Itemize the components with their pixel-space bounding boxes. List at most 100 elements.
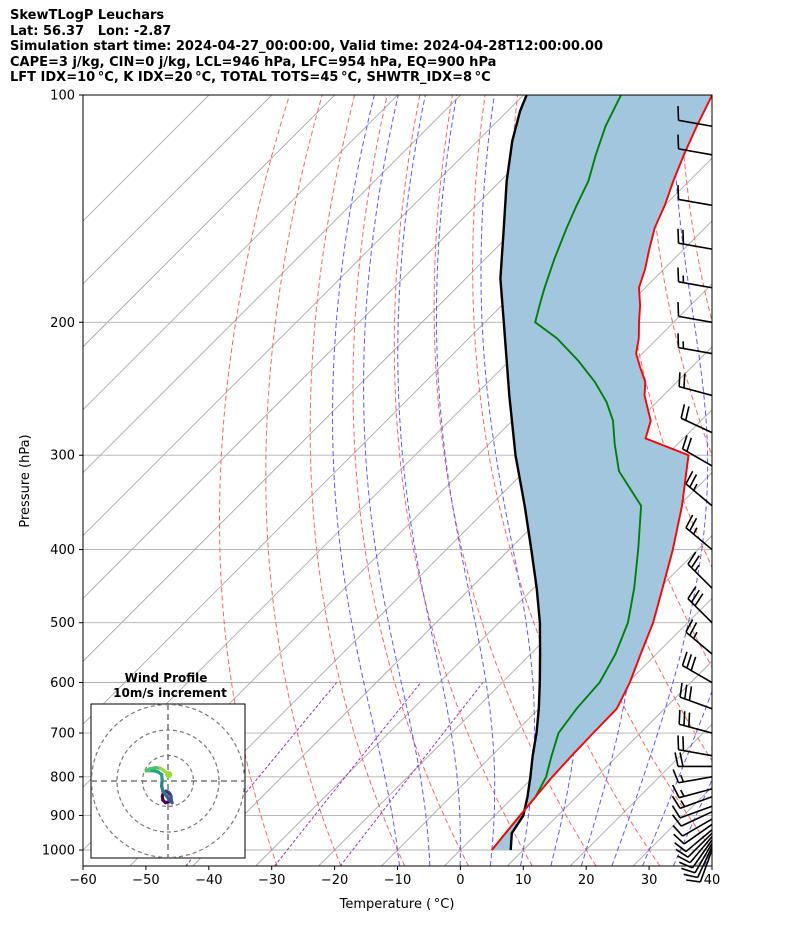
isotherm-line	[83, 95, 336, 348]
wind-barb	[680, 404, 713, 434]
wind-barb	[677, 735, 713, 757]
wind-barb	[672, 818, 713, 837]
wind-barb	[681, 651, 713, 684]
isotherm-line	[129, 283, 712, 866]
wind-barb	[677, 836, 713, 864]
wind-barb	[681, 842, 713, 874]
wind-barb	[678, 372, 713, 397]
station-coordinates: Lat: 56.37 Lon: -2.87	[10, 23, 172, 39]
y-tick-label: 300	[50, 449, 75, 464]
x-tick-label: −60	[69, 873, 96, 888]
x-tick-label: 20	[578, 873, 595, 888]
y-tick-label: 700	[50, 727, 75, 742]
dry-adiabat-line	[778, 95, 794, 866]
y-tick-label: 1000	[42, 844, 75, 859]
wind-barb	[686, 849, 713, 883]
x-tick-label: 40	[704, 873, 721, 888]
mixing-ratio-line	[274, 682, 422, 866]
chart-header: SkewTLogP Leuchars Lat: 56.37 Lon: -2.87…	[10, 8, 603, 86]
isotherm-line	[83, 95, 273, 285]
moist-adiabat-line	[703, 848, 712, 866]
chart-title: SkewTLogP Leuchars	[10, 8, 165, 23]
wind-barb	[677, 333, 713, 355]
wind-barb	[673, 823, 713, 845]
wind-barbs	[671, 106, 713, 883]
wind-barb	[677, 267, 713, 289]
skewt-plot-area	[83, 95, 794, 866]
dry-adiabat-line	[713, 95, 794, 866]
dewpoint-line	[491, 95, 643, 851]
hodograph-title: Wind Profile	[125, 671, 208, 685]
moist-adiabat-line	[436, 95, 496, 866]
isotherm-line	[381, 534, 712, 866]
wind-barb	[679, 682, 713, 710]
wind-barb	[677, 228, 713, 250]
wind-barb	[687, 586, 713, 624]
isotherm-line	[83, 95, 524, 537]
dry-adiabat-line	[265, 95, 342, 866]
axes: Temperature ( °C) Pressure (hPa) −60 −50 −…	[18, 89, 720, 913]
dry-adiabat-line	[352, 95, 469, 866]
dry-adiabat-line	[647, 95, 712, 457]
dry-adiabat-line	[679, 95, 712, 324]
moist-adiabat-line	[672, 778, 712, 866]
y-tick-label: 800	[50, 770, 75, 785]
moist-adiabat-line	[363, 95, 431, 866]
x-tick-label: −10	[384, 873, 411, 888]
wind-barb	[677, 302, 713, 324]
x-axis-label: Temperature ( °C)	[339, 897, 455, 912]
isotherm-line	[569, 723, 712, 866]
wind-barb	[674, 752, 712, 768]
wind-barb	[674, 829, 713, 853]
wind-barb	[671, 811, 713, 827]
dry-adiabat-line	[393, 95, 533, 866]
dry-adiabat-line	[219, 95, 290, 866]
wind-barb	[678, 839, 713, 869]
moist-adiabat-line	[642, 689, 712, 866]
hodograph-subtitle: 10m/s increment	[113, 686, 227, 700]
wind-barb	[685, 470, 713, 507]
y-tick-label: 900	[50, 809, 75, 824]
isotherm-line	[506, 660, 712, 866]
isotherm-line	[83, 95, 587, 600]
isotherm-line	[695, 849, 712, 866]
x-tick-label: −40	[195, 873, 222, 888]
wind-barb	[672, 769, 713, 784]
wind-barb	[671, 784, 713, 799]
y-tick-label: 400	[50, 543, 75, 558]
moist-adiabat-line	[397, 95, 461, 866]
wind-barb	[671, 795, 713, 810]
y-tick-label: 100	[50, 89, 75, 104]
wind-barb	[687, 551, 713, 589]
y-tick-label: 200	[50, 316, 75, 331]
isotherm-line	[759, 95, 794, 866]
x-tick-label: −30	[258, 873, 285, 888]
wind-barb	[677, 185, 713, 207]
y-tick-label: 600	[50, 676, 75, 691]
wind-barb	[681, 435, 713, 467]
hodograph-inset: Wind Profile 10m/s increment	[90, 671, 246, 859]
wind-barb	[675, 832, 713, 858]
moist-adiabat-line	[480, 95, 535, 866]
simulation-times: Simulation start time: 2024-04-27_00:00:…	[10, 39, 603, 54]
isotherm-line	[83, 95, 399, 411]
wind-barb	[685, 619, 713, 655]
wind-barb	[671, 805, 713, 819]
x-tick-label: −20	[321, 873, 348, 888]
temperature-line	[491, 95, 712, 851]
y-tick-label: 500	[50, 616, 75, 631]
isotherm-line	[318, 471, 712, 866]
y-axis-label: Pressure (hPa)	[18, 434, 33, 527]
dry-adiabat-line	[433, 95, 597, 866]
wind-barb	[677, 106, 713, 128]
moist-adiabat-line	[611, 95, 709, 866]
x-tick-label: −50	[132, 873, 159, 888]
cape-indices: CAPE=3 j/kg, CIN=0 j/kg, LCL=946 hPa, LF…	[10, 54, 497, 70]
parcel-profile-line	[499, 95, 542, 851]
wind-barb	[677, 134, 713, 156]
wind-barb	[683, 846, 713, 879]
isotherm-line	[83, 95, 461, 474]
hodograph-endpoint-marker	[165, 771, 173, 779]
wind-barb	[678, 709, 713, 734]
